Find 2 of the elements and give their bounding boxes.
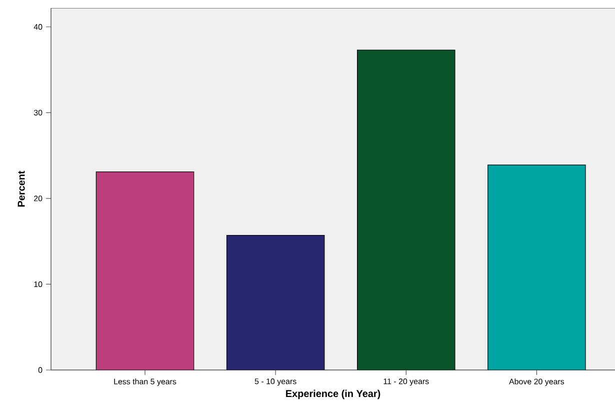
x-axis-title: Experience (in Year): [286, 390, 380, 400]
y-axis-title: Percent: [18, 170, 25, 207]
